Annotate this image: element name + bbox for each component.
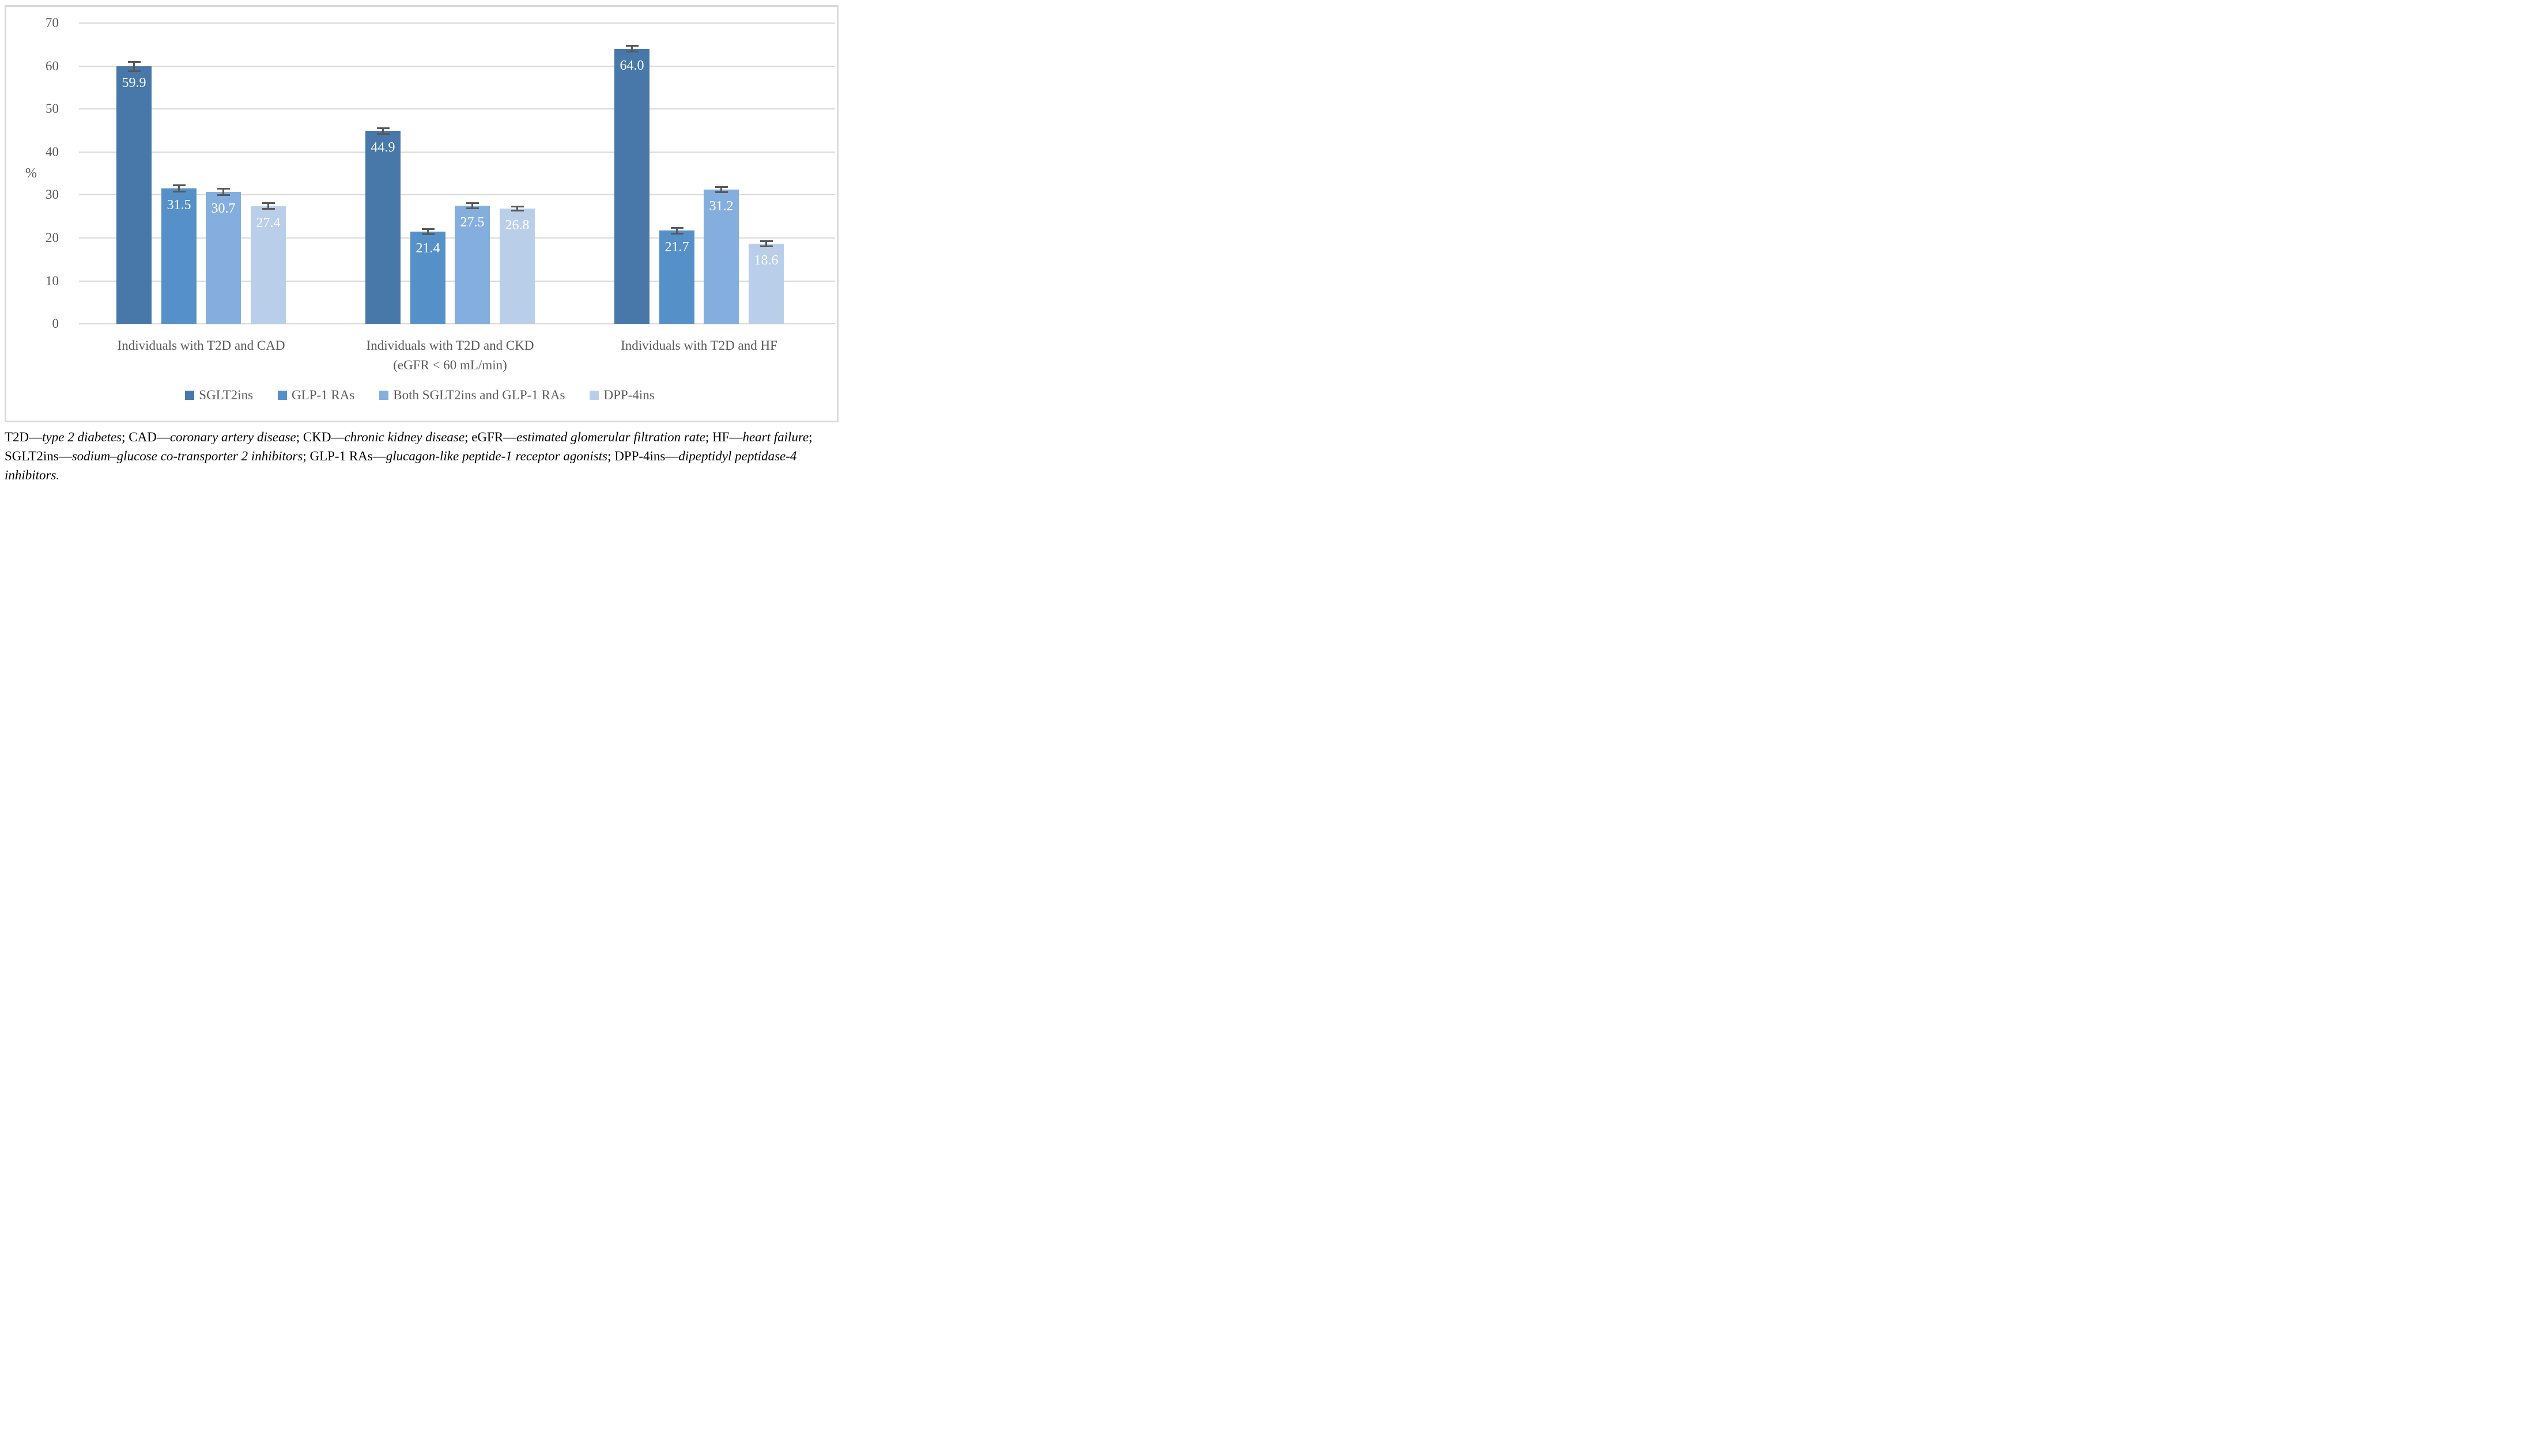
error-bar [760, 240, 773, 248]
bar-both-cad: 30.7 [206, 188, 241, 324]
error-bar [421, 228, 435, 236]
bar-value-label: 27.5 [460, 214, 485, 230]
error-bar [262, 202, 275, 210]
category-label-ckd: Individuals with T2D and CKD (eGFR < 60 … [366, 338, 534, 372]
error-bar [127, 60, 141, 73]
bar-value-label: 26.8 [505, 218, 530, 233]
y-tick-label: 50 [46, 101, 59, 116]
y-tick-label: 0 [52, 316, 59, 331]
legend-item-glp1ras: GLP-1 RAs [278, 388, 354, 403]
y-tick-label: 40 [46, 145, 59, 159]
bar-both-hf: 31.2 [704, 186, 739, 324]
y-tick-label: 10 [46, 274, 59, 288]
legend-label: GLP-1 RAs [292, 388, 355, 402]
y-axis-title: % [25, 166, 37, 181]
footnote: T2D—type 2 diabetes; CAD—coronary artery… [5, 430, 813, 482]
error-bar [376, 127, 390, 135]
bar-glp1ras-cad: 31.5 [161, 184, 197, 324]
bar-value-label: 44.9 [371, 140, 395, 156]
y-tick-label: 70 [46, 16, 59, 30]
bar-group-ckd: 44.9 21.4 27.5 26.8 [365, 23, 535, 324]
error-bar [511, 205, 524, 212]
bar-sglt2ins-ckd: 44.9 [365, 127, 401, 324]
legend-item-dpp4ins: DPP-4ins [590, 388, 655, 403]
bar-value-label: 64.0 [620, 58, 644, 73]
legend-swatch-icon [185, 391, 195, 400]
legend-swatch-icon [278, 391, 288, 400]
bar-value-label: 18.6 [754, 253, 779, 268]
legend-item-both: Both SGLT2ins and GLP-1 RAs [379, 388, 565, 403]
gridline-50 [79, 108, 835, 109]
legend-swatch-icon [379, 391, 389, 400]
bar-group-hf: 64.0 21.7 31.2 18.6 [614, 23, 784, 324]
bar-value-label: 31.5 [167, 198, 191, 213]
gridline-70 [79, 22, 835, 24]
figure-bar-chart: 70 60 50 40 30 20 10 0 % 59.9 31.5 30.7 … [0, 0, 844, 485]
legend-item-sglt2ins: SGLT2ins [185, 388, 253, 403]
bar-group-cad: 59.9 31.5 30.7 27.4 [116, 23, 286, 324]
bar-value-label: 21.7 [664, 240, 689, 255]
error-bar [466, 202, 479, 209]
x-axis-line [79, 323, 835, 324]
legend: SGLT2ins GLP-1 RAs Both SGLT2ins and GLP… [5, 388, 835, 403]
y-tick-label: 30 [46, 187, 59, 202]
bar-value-label: 59.9 [122, 75, 146, 91]
y-tick-label: 20 [46, 230, 59, 245]
legend-swatch-icon [590, 391, 599, 400]
bar-sglt2ins-cad: 59.9 [116, 60, 152, 324]
error-bar [625, 45, 639, 53]
bar-value-label: 31.2 [709, 199, 734, 214]
y-tick-label: 60 [46, 59, 59, 73]
bar-both-ckd: 27.5 [455, 202, 490, 324]
legend-label: DPP-4ins [603, 388, 655, 402]
legend-label: Both SGLT2ins and GLP-1 RAs [393, 388, 565, 402]
bar-glp1ras-ckd: 21.4 [410, 228, 445, 324]
legend-label: SGLT2ins [199, 388, 254, 402]
category-label-cad: Individuals with T2D and CAD [117, 338, 285, 353]
error-bar [715, 186, 728, 194]
gridline-30 [79, 194, 835, 195]
bar-dpp4ins-ckd: 26.8 [500, 205, 535, 324]
bar-sglt2ins-hf: 64.0 [614, 45, 650, 324]
bar-dpp4ins-cad: 27.4 [251, 202, 286, 324]
category-label-hf: Individuals with T2D and HF [621, 338, 777, 353]
gridline-60 [79, 66, 835, 67]
error-bar [670, 226, 684, 235]
error-bar [172, 184, 186, 192]
bar-value-label: 30.7 [211, 201, 236, 217]
gridline-40 [79, 152, 835, 153]
error-bar [217, 188, 230, 196]
bar-dpp4ins-hf: 18.6 [749, 240, 784, 324]
bar-value-label: 21.4 [416, 241, 440, 256]
bar-glp1ras-hf: 21.7 [659, 226, 694, 324]
bar-value-label: 27.4 [256, 215, 281, 230]
